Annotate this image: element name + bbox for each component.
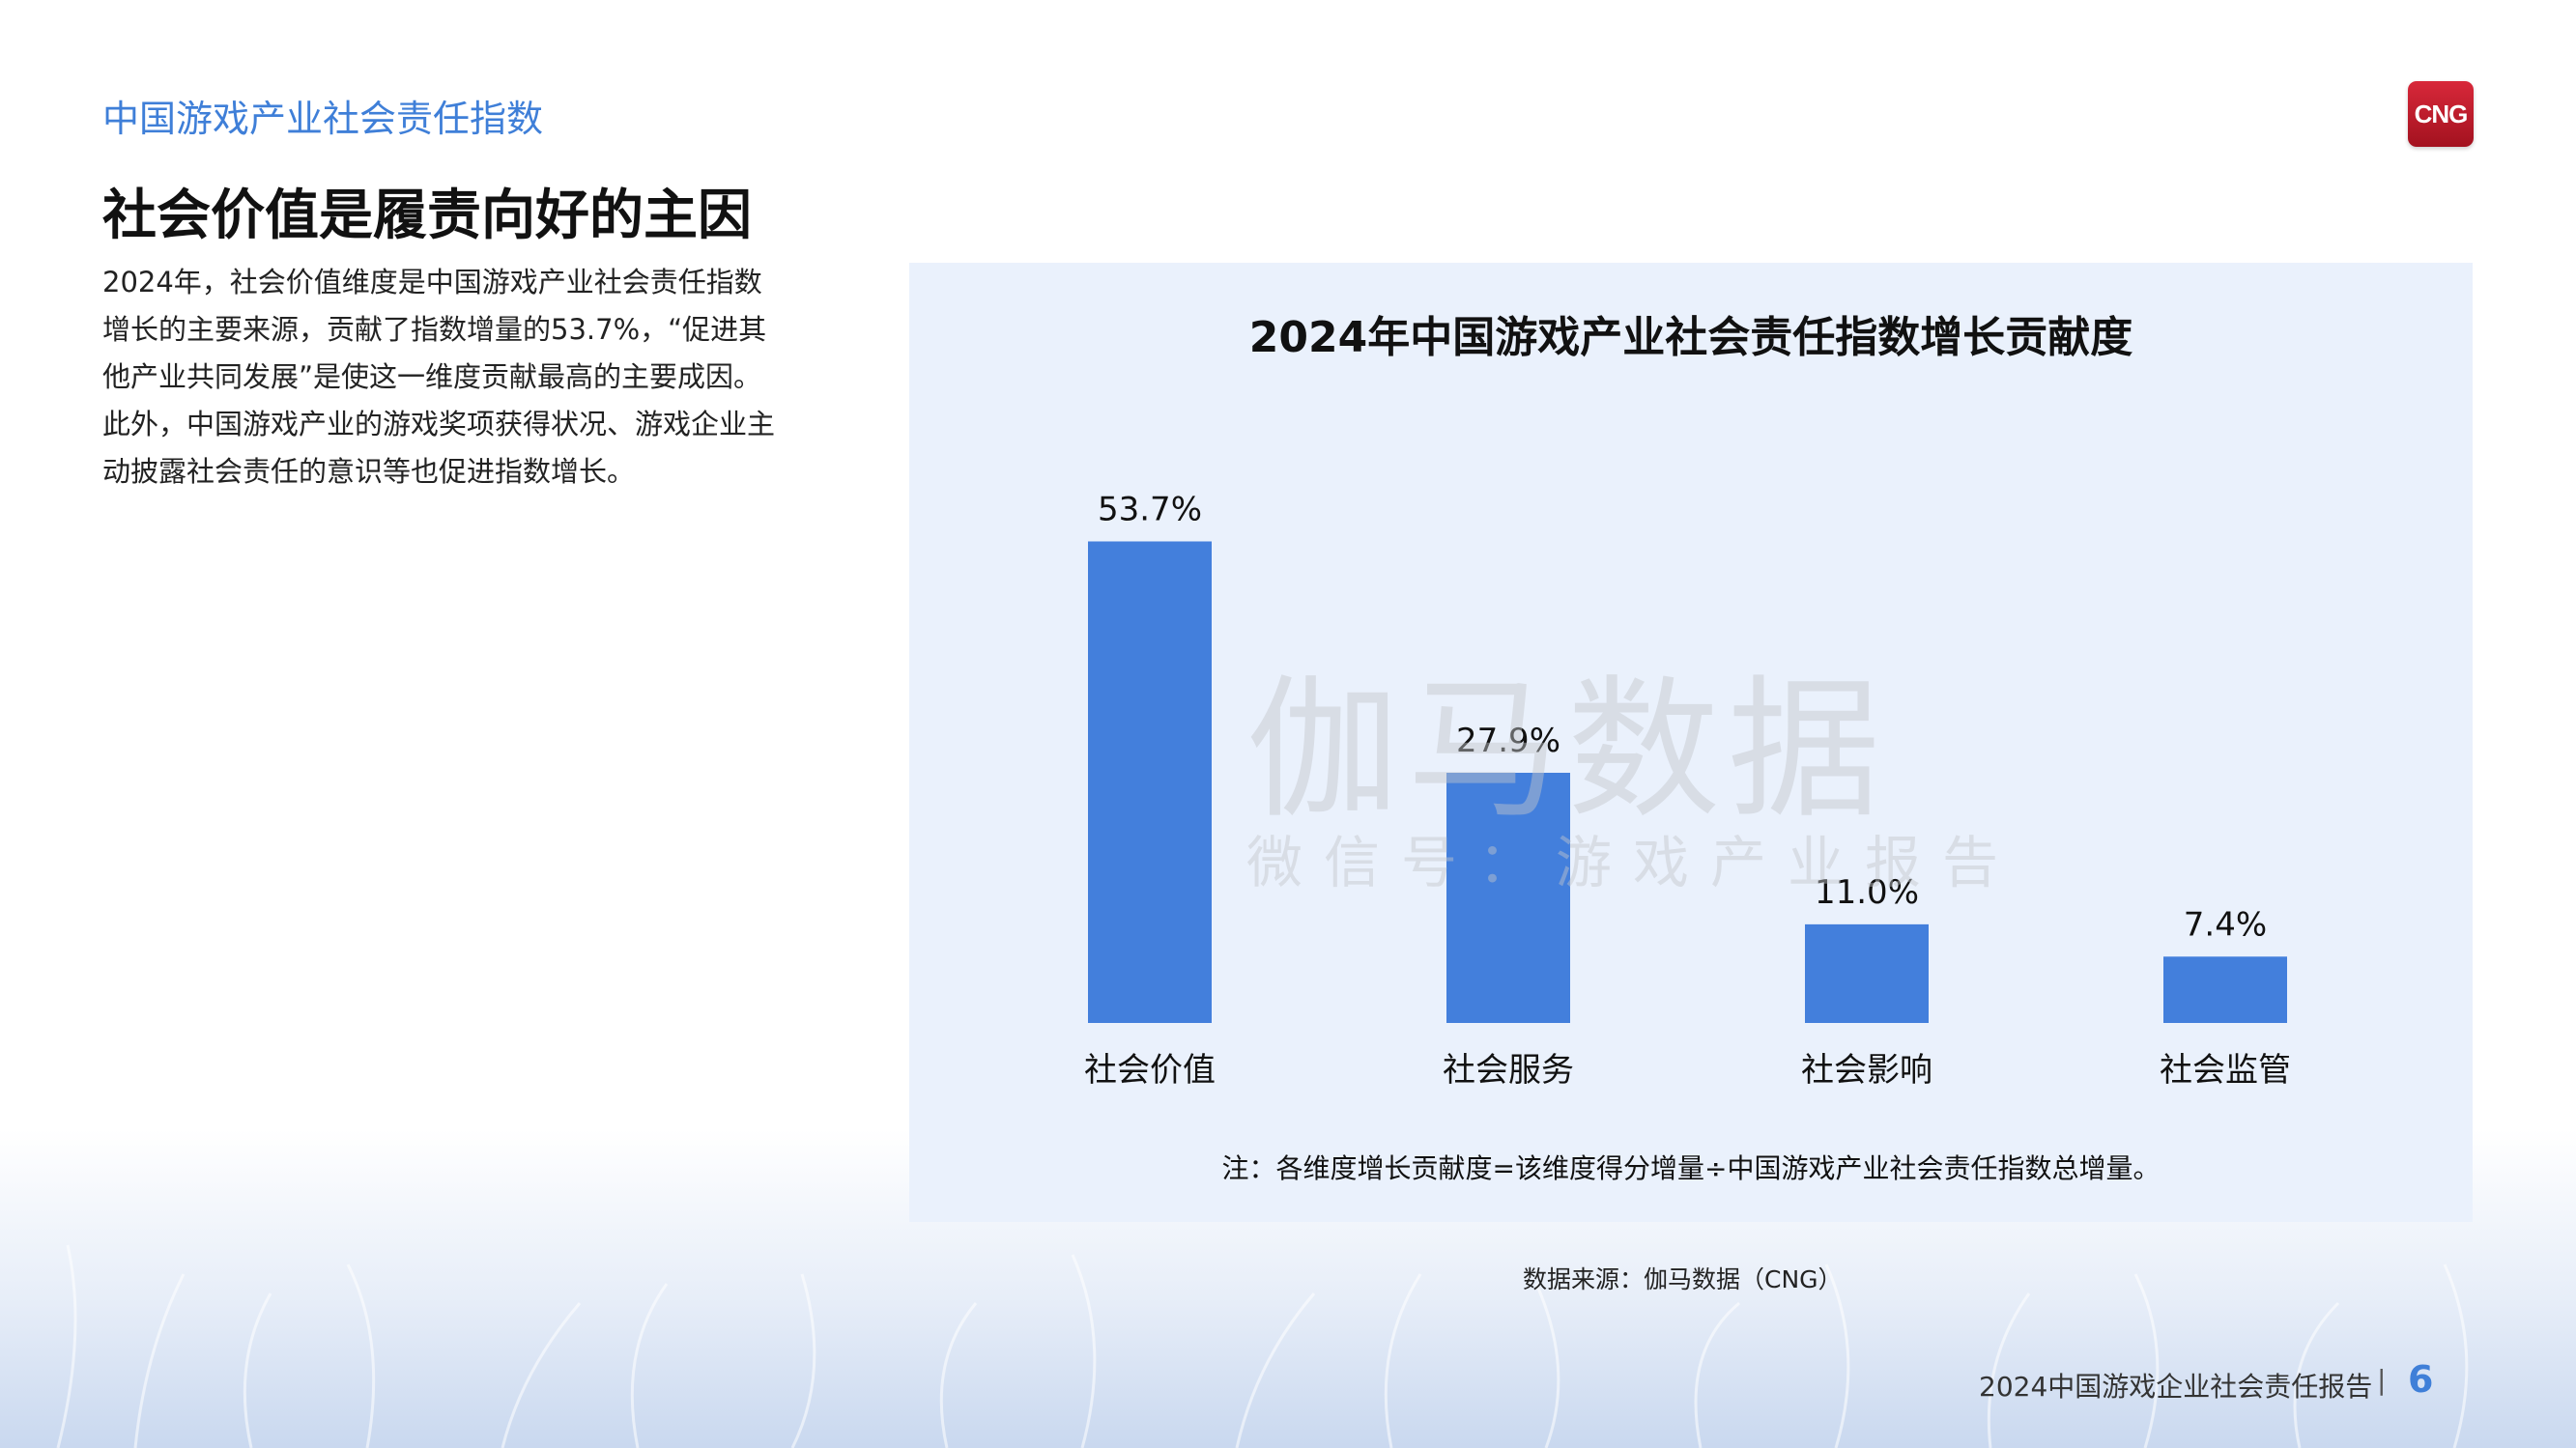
category-label: 社会价值 bbox=[1084, 1051, 1216, 1090]
footer-separator: | bbox=[2377, 1364, 2387, 1396]
watermark-main: 伽马数据 bbox=[1246, 662, 1888, 839]
page-title: 社会价值是履责向好的主因 bbox=[102, 185, 752, 247]
bar-value-label: 53.7% bbox=[1098, 490, 1202, 528]
bar-3 bbox=[1805, 923, 1929, 1023]
data-source: 数据来源：伽马数据（CNG） bbox=[1523, 1265, 1843, 1293]
section-title: 中国游戏产业社会责任指数 bbox=[102, 98, 544, 140]
footer-report-title: 2024中国游戏企业社会责任报告 bbox=[1979, 1371, 2373, 1403]
category-label: 社会服务 bbox=[1443, 1051, 1574, 1090]
chart-note: 注：各维度增长贡献度=该维度得分增量÷中国游戏产业社会责任指数总增量。 bbox=[1222, 1152, 2161, 1184]
bar-chart: 2024年中国游戏产业社会责任指数增长贡献度 53.7% 社会价值 27.9% 社会服… bbox=[1084, 313, 2291, 1184]
category-label: 社会监管 bbox=[2160, 1051, 2291, 1090]
page-number: 6 bbox=[2408, 1358, 2434, 1401]
chart-title: 2024年中国游戏产业社会责任指数增长贡献度 bbox=[1249, 313, 2132, 362]
bar-value-label: 7.4% bbox=[2184, 905, 2267, 944]
bar-value-label: 27.9% bbox=[1456, 722, 1560, 760]
category-label: 社会影响 bbox=[1801, 1051, 1932, 1090]
bar-4 bbox=[2163, 956, 2287, 1023]
bar-2 bbox=[1446, 772, 1570, 1023]
bar-value-label: 11.0% bbox=[1815, 873, 1919, 912]
watermark-subtitle: 微信号：游戏产业报告 bbox=[1246, 830, 2020, 895]
grass-background-image bbox=[56, 1244, 2469, 1448]
chart-panel: 2024年中国游戏产业社会责任指数增长贡献度 53.7% 社会价值 27.9% 社会服… bbox=[909, 263, 2473, 1222]
bar-1 bbox=[1088, 541, 1212, 1023]
cng-logo: CNG bbox=[2408, 81, 2474, 147]
description-text: 2024年，社会价值维度是中国游戏产业社会责任指数增长的主要来源，贡献了指数增量… bbox=[102, 266, 776, 488]
